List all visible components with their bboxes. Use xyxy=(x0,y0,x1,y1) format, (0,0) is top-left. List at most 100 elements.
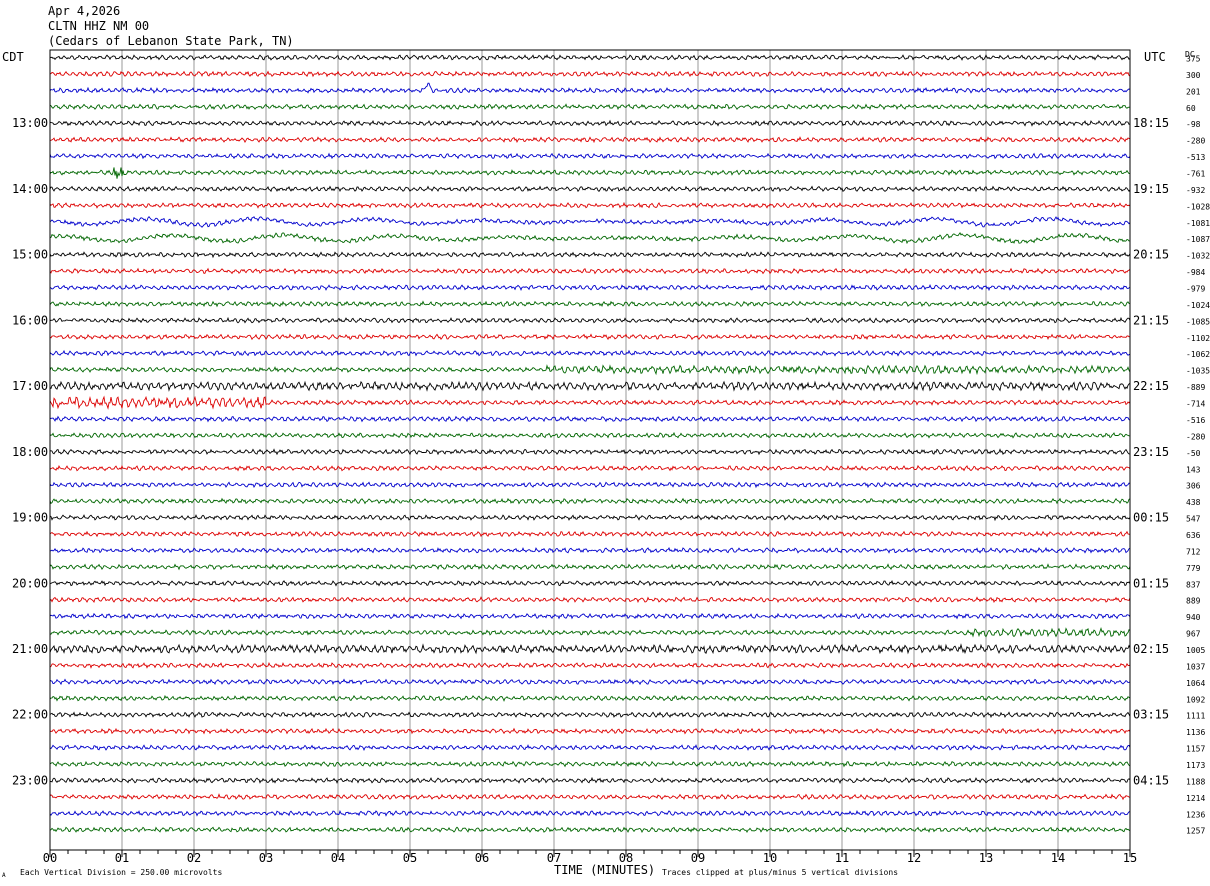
seismic-trace xyxy=(49,54,1131,61)
x-tick-label: 15 xyxy=(1123,851,1137,865)
seismic-trace xyxy=(49,349,1131,357)
left-hour-label: 17:00 xyxy=(12,379,48,393)
left-hour-label: 13:00 xyxy=(12,116,48,130)
seismic-trace xyxy=(49,284,1131,292)
seismic-trace xyxy=(49,760,1131,768)
seismic-trace xyxy=(49,596,1131,604)
right-hour-label: 23:15 xyxy=(1133,445,1169,459)
seismic-trace xyxy=(49,395,1131,410)
dc-offset-label: 1064 xyxy=(1186,679,1205,688)
x-tick-label: 10 xyxy=(763,851,777,865)
right-hour-label: 04:15 xyxy=(1133,773,1169,787)
seismic-trace xyxy=(49,744,1131,752)
seismic-trace xyxy=(49,364,1131,376)
x-tick-label: 08 xyxy=(619,851,633,865)
x-tick-label: 05 xyxy=(403,851,417,865)
seismic-trace xyxy=(49,563,1131,571)
dc-offset-label: 1236 xyxy=(1186,810,1205,819)
x-tick-label: 13 xyxy=(979,851,993,865)
dc-offset-label: 1092 xyxy=(1186,695,1205,704)
left-timezone-label: CDT xyxy=(2,50,24,64)
dc-offset-label: 375 xyxy=(1186,55,1201,64)
seismic-trace xyxy=(49,152,1131,160)
header-date: Apr 4,2026 xyxy=(48,4,121,18)
dc-offset-label: -1102 xyxy=(1186,334,1210,343)
seismic-trace xyxy=(49,546,1131,554)
dc-offset-label: -1024 xyxy=(1186,301,1210,310)
seismic-trace xyxy=(49,514,1131,522)
seismic-trace xyxy=(49,380,1131,392)
seismic-trace xyxy=(49,300,1130,308)
dc-offset-label: 1037 xyxy=(1186,662,1205,671)
right-hour-label: 00:15 xyxy=(1133,511,1169,525)
seismic-trace xyxy=(49,793,1131,801)
x-tick-label: 00 xyxy=(43,851,57,865)
dc-offset-label: 1157 xyxy=(1186,745,1205,754)
seismic-trace xyxy=(49,530,1131,538)
seismic-trace xyxy=(49,82,1131,94)
left-hour-label: 15:00 xyxy=(12,248,48,262)
dc-offset-label: 547 xyxy=(1186,515,1201,524)
seismic-trace xyxy=(49,481,1131,489)
dc-offset-label: 1173 xyxy=(1186,761,1205,770)
dc-offset-label: -984 xyxy=(1186,268,1205,277)
dc-offset-label: -1081 xyxy=(1186,219,1210,228)
seismic-trace xyxy=(49,431,1131,439)
dc-offset-label: -714 xyxy=(1186,400,1205,409)
dc-offset-label: 779 xyxy=(1186,564,1201,573)
dc-offset-label: 636 xyxy=(1186,531,1201,540)
seismic-trace xyxy=(49,316,1131,324)
left-hour-label: 22:00 xyxy=(12,708,48,722)
dc-offset-label: -280 xyxy=(1186,137,1205,146)
dc-offset-label: -1035 xyxy=(1186,367,1210,376)
seismic-trace xyxy=(49,251,1131,259)
dc-offset-label: 143 xyxy=(1186,465,1201,474)
seismic-trace xyxy=(49,333,1131,341)
seismic-trace xyxy=(50,579,1131,587)
seismic-trace xyxy=(49,694,1131,702)
seismic-trace xyxy=(49,232,1130,245)
x-tick-label: 09 xyxy=(691,851,705,865)
header-location: (Cedars of Lebanon State Park, TN) xyxy=(48,34,294,48)
seismic-trace xyxy=(49,267,1131,275)
seismic-trace xyxy=(49,711,1131,719)
dc-offset-label: -516 xyxy=(1186,416,1205,425)
right-timezone-label: UTC xyxy=(1144,50,1166,64)
dc-offset-label: 967 xyxy=(1186,630,1201,639)
chart-axes: 00 01 02 03 04 05 06 07 08 09 10 11 12 13 14 15 375 300 20… xyxy=(12,49,1210,865)
seismic-trace xyxy=(49,627,1131,638)
right-hour-label: 19:15 xyxy=(1133,182,1169,196)
seismic-trace xyxy=(49,643,1131,655)
dc-offset-label: -932 xyxy=(1186,186,1205,195)
seismic-trace xyxy=(49,809,1131,817)
header-station: CLTN HHZ NM 00 xyxy=(48,19,150,33)
dc-offset-label: 306 xyxy=(1186,482,1201,491)
seismic-trace xyxy=(49,464,1131,472)
dc-offset-label: 1188 xyxy=(1186,777,1205,786)
dc-offset-label: 1257 xyxy=(1186,827,1205,836)
x-tick-label: 11 xyxy=(835,851,849,865)
dc-offset-label: -280 xyxy=(1186,432,1205,441)
left-hour-label: 21:00 xyxy=(12,642,48,656)
x-tick-label: 12 xyxy=(907,851,921,865)
dc-offset-label: 1111 xyxy=(1186,712,1205,721)
dc-offset-label: 712 xyxy=(1186,547,1201,556)
seismic-trace xyxy=(49,201,1131,209)
trace-group xyxy=(49,54,1131,833)
dc-offset-label: 438 xyxy=(1186,498,1201,507)
dc-offset-label: -889 xyxy=(1186,383,1205,392)
dc-offset-label: -513 xyxy=(1186,153,1205,162)
seismic-trace xyxy=(49,119,1131,127)
dc-offset-label: 60 xyxy=(1186,104,1196,113)
dc-offset-label: 1214 xyxy=(1186,794,1205,803)
seismic-trace xyxy=(49,662,1131,669)
x-tick-label: 03 xyxy=(259,851,273,865)
seismic-trace xyxy=(49,826,1131,833)
seismic-trace xyxy=(49,727,1131,735)
scale-note: Each Vertical Division = 250.00 microvol… xyxy=(20,868,222,877)
seismic-trace xyxy=(49,678,1131,686)
dc-offset-label: 940 xyxy=(1186,613,1201,622)
x-tick-label: 06 xyxy=(475,851,489,865)
dc-offset-label: 300 xyxy=(1186,71,1201,80)
right-hour-label: 03:15 xyxy=(1133,708,1169,722)
